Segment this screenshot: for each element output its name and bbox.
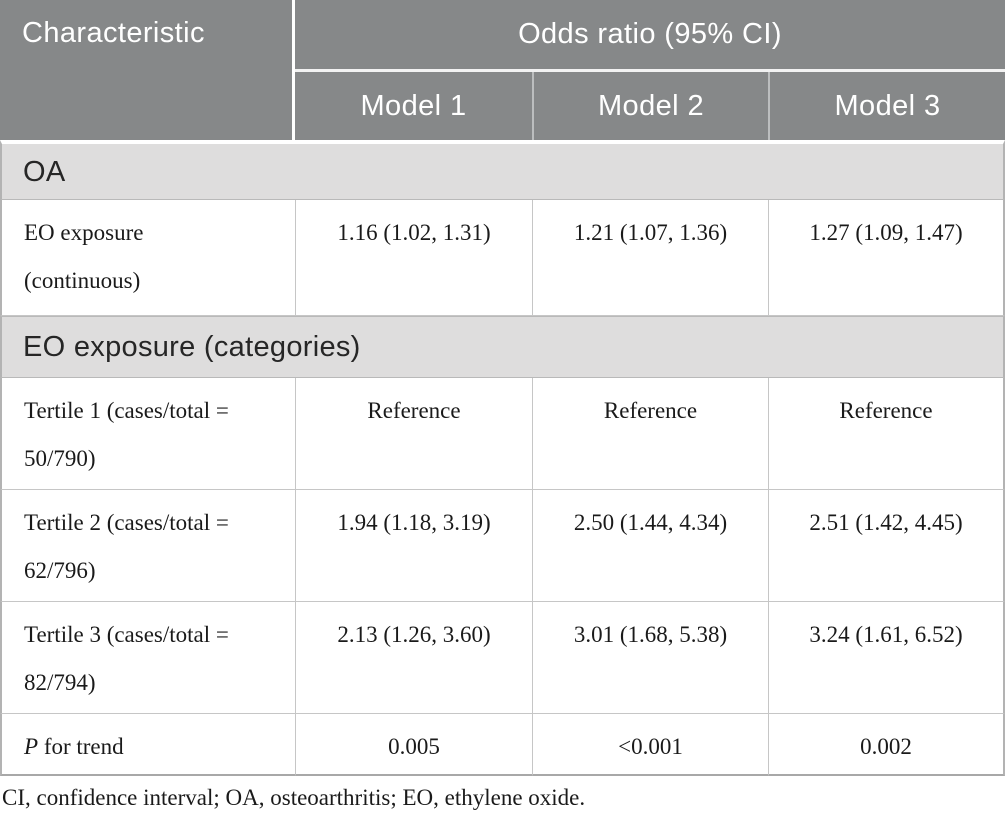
table-row-tertile-2: Tertile 2 (cases/total = 62/796) 1.94 (1… bbox=[0, 490, 1005, 602]
p-italic: P bbox=[24, 734, 39, 759]
odds-ratio-table: Characteristic Odds ratio (95% CI) Model… bbox=[0, 0, 1005, 776]
table-header: Characteristic Odds ratio (95% CI) Model… bbox=[0, 0, 1005, 140]
column-header-characteristic: Characteristic bbox=[0, 0, 295, 140]
cell-model1-value: 1.94 (1.18, 3.19) bbox=[295, 490, 532, 602]
header-row-group: Characteristic Odds ratio (95% CI) bbox=[0, 0, 1005, 140]
section-row-eo-categories: EO exposure (categories) bbox=[0, 316, 1005, 378]
cell-model3-value: 2.51 (1.42, 4.45) bbox=[768, 490, 1005, 602]
row-label-tertile-1: Tertile 1 (cases/total = 50/790) bbox=[0, 378, 295, 490]
cell-model3-value: Reference bbox=[768, 378, 1005, 490]
cell-model2-pvalue: <0.001 bbox=[532, 714, 768, 776]
cell-model1-value: Reference bbox=[295, 378, 532, 490]
column-header-model-3: Model 3 bbox=[768, 72, 1005, 140]
cell-model2-value: 3.01 (1.68, 5.38) bbox=[532, 602, 768, 714]
header-row-models: Model 1 Model 2 Model 3 bbox=[0, 72, 1005, 140]
section-label-eo-categories: EO exposure (categories) bbox=[0, 316, 1005, 378]
table-footnote: CI, confidence interval; OA, osteoarthri… bbox=[2, 785, 586, 810]
cell-model2-value: 2.50 (1.44, 4.34) bbox=[532, 490, 768, 602]
cell-model1-value: 1.16 (1.02, 1.31) bbox=[295, 200, 532, 316]
row-label-tertile-3: Tertile 3 (cases/total = 82/794) bbox=[0, 602, 295, 714]
cell-model1-pvalue: 0.005 bbox=[295, 714, 532, 776]
column-header-model-2: Model 2 bbox=[532, 72, 768, 140]
table-row-eo-continuous: EO exposure (continuous) 1.16 (1.02, 1.3… bbox=[0, 200, 1005, 316]
cell-model3-pvalue: 0.002 bbox=[768, 714, 1005, 776]
cell-model2-value: Reference bbox=[532, 378, 768, 490]
row-label-eo-continuous: EO exposure (continuous) bbox=[0, 200, 295, 316]
cell-model2-value: 1.21 (1.07, 1.36) bbox=[532, 200, 768, 316]
table-body: OA EO exposure (continuous) 1.16 (1.02, … bbox=[0, 140, 1005, 776]
table-row-p-for-trend: P for trend 0.005 <0.001 0.002 bbox=[0, 714, 1005, 776]
cell-model3-value: 1.27 (1.09, 1.47) bbox=[768, 200, 1005, 316]
cell-model3-value: 3.24 (1.61, 6.52) bbox=[768, 602, 1005, 714]
row-label-tertile-2: Tertile 2 (cases/total = 62/796) bbox=[0, 490, 295, 602]
section-label-oa: OA bbox=[0, 140, 1005, 200]
row-label-p-for-trend: P for trend bbox=[0, 714, 295, 776]
column-group-header-odds-ratio: Odds ratio (95% CI) bbox=[295, 0, 1005, 72]
table-row-tertile-3: Tertile 3 (cases/total = 82/794) 2.13 (1… bbox=[0, 602, 1005, 714]
cell-model1-value: 2.13 (1.26, 3.60) bbox=[295, 602, 532, 714]
table-row-tertile-1: Tertile 1 (cases/total = 50/790) Referen… bbox=[0, 378, 1005, 490]
p-label-rest: for trend bbox=[38, 734, 124, 759]
column-header-model-1: Model 1 bbox=[295, 72, 532, 140]
section-row-oa: OA bbox=[0, 140, 1005, 200]
